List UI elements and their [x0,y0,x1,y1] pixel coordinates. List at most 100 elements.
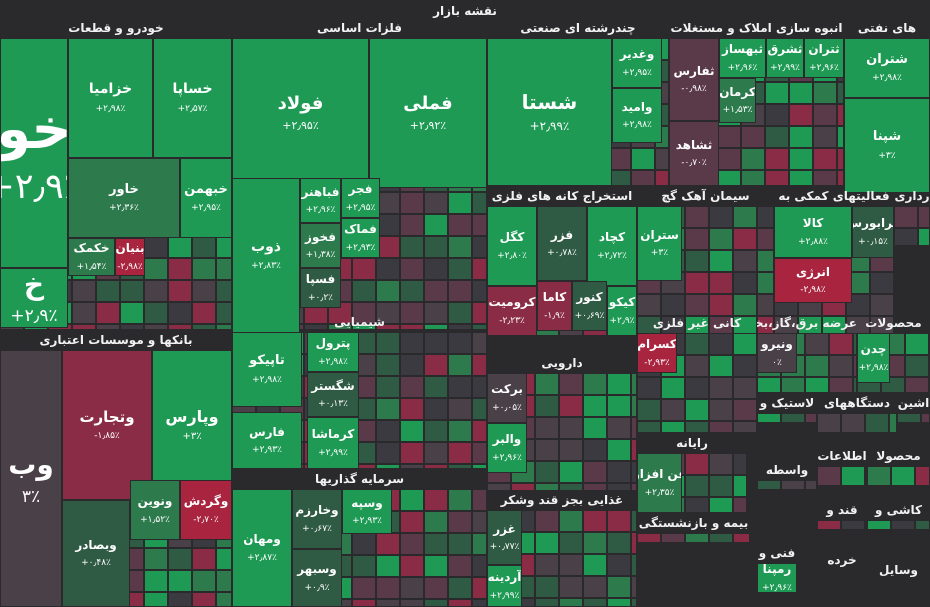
stock-tile[interactable]: کرماشا +۲٫۹۹٪ [307,417,359,469]
stock-tile[interactable]: وسبهر +۰٫۹٪ [292,549,342,607]
stock-tile[interactable]: پترول +۲٫۹۸٪ [307,332,359,372]
stock-tile[interactable]: ثشاهد -۰٫۷۰٪ [669,121,719,186]
sector[interactable]: بانکها و موسسات اعتباری وب ۳٪ وتجارت -۱٫۸۵٪ و… [0,330,232,607]
stock-tile[interactable]: ثبهساز +۲٫۹۶٪ [719,38,766,78]
filler-tile [448,442,472,464]
stock-tile[interactable]: خزامیا +۲٫۹۸٪ [68,38,153,158]
stock-tile[interactable]: انرژی -۲٫۹۸٪ [774,258,852,303]
stock-tile[interactable]: تاپیکو +۲٫۹۸٪ [232,332,302,407]
stock-tile[interactable]: وخارزم +۰٫۶۷٪ [292,489,342,549]
filler-tile [472,376,487,398]
sector[interactable]: کاشی و [867,500,930,530]
filler-tile [905,333,929,355]
stock-tile[interactable]: فزر +۰٫۷۸٪ [537,206,587,281]
stock-tile[interactable]: خ +۲٫۹٪ [0,268,68,328]
sector[interactable]: عرضه برق،گاز،بخار ونیرو ۰٪ [757,313,857,393]
stock-tile[interactable]: فسپا +۰٫۲٪ [300,268,341,308]
stock-tile[interactable]: خاور +۲٫۳۶٪ [68,158,180,238]
stock-tile[interactable]: رمپنا +۲٫۹۶٪ [757,563,797,593]
stock-tile[interactable]: وپارس +۳٪ [152,350,232,500]
sector[interactable]: فلزات اساسی فولاد +۲٫۹۵٪ فملی +۲٫۹۲٪ ذوب +۲٫۸۳… [232,18,487,333]
stock-tile[interactable]: فولاد +۲٫۹۵٪ [232,38,369,188]
stock-tile[interactable]: ثشرق +۲٫۹۹٪ [766,38,804,78]
sector[interactable]: دستگاههای [817,393,897,433]
stock-tile[interactable]: ذوب +۲٫۸۳٪ [232,178,300,333]
stock-tile[interactable]: کچاد +۲٫۷۲٪ [587,206,637,286]
stock-name: کرمان [719,84,756,99]
stock-tile[interactable]: وگردش -۲٫۷۰٪ [180,480,232,540]
stock-tile[interactable]: فماک +۲٫۹۳٪ [341,218,380,258]
stock-tile[interactable]: وغدیر +۲٫۹۵٪ [612,38,662,88]
stock-tile[interactable]: فباهنر +۲٫۹۶٪ [300,178,341,223]
stock-tile[interactable]: برکت +۰٫۰۵٪ [487,373,527,423]
stock-tile[interactable]: شپنا +۳٪ [844,98,930,193]
stock-tile[interactable]: کرومیت -۲٫۲۳٪ [487,286,537,336]
sector[interactable]: بیمه و بازنشستگی [637,513,750,543]
stock-tile[interactable]: ثتران +۲٫۹۶٪ [804,38,844,78]
sector[interactable]: انبوه سازی املاک و مستغلات ثفارس -۰٫۹۸٪ ثبه… [669,18,844,186]
stock-tile[interactable]: آردینه +۲٫۹۹٪ [487,565,522,607]
filler-tile [685,333,709,355]
sector[interactable]: محصولا [867,446,930,486]
stock-tile[interactable]: وبصادر +۰٫۴۸٪ [62,500,130,607]
sector[interactable]: محصولات چدن +۲٫۹۸٪ [857,313,930,393]
stock-tile[interactable]: والبر +۲٫۹۶٪ [487,423,527,473]
sector[interactable]: کانی غیر فلزی کسرام -۲٫۹۳٪ [637,313,757,433]
filler-tile [120,324,144,330]
stock-tile[interactable]: فرابورس +۰٫۱۵٪ [852,206,894,258]
stock-tile[interactable]: بنیان -۲٫۹۸٪ [115,238,145,276]
stock-tile[interactable]: وب ۳٪ [0,350,62,607]
stock-tile[interactable]: شگستر +۰٫۱۳٪ [307,372,359,417]
stock-tile[interactable]: کاما -۱٫۹٪ [537,281,572,331]
sector[interactable]: خرده [817,550,867,570]
stock-tile[interactable]: خکمک +۱٫۵۴٪ [68,238,115,276]
stock-tile[interactable]: کسرام -۲٫۹۳٪ [637,333,677,373]
sector[interactable]: چندرشته ای صنعتی شستا +۲٫۹۹٪ وغدیر +۲٫۹۵٪ وام… [487,18,669,186]
sector[interactable]: غذایی بجز قند وشکر غزر +۰٫۷۷٪ آردینه +۲٫۹۹٪ [487,490,637,607]
filler-tile [448,489,472,511]
stock-tile[interactable]: ونوین +۱٫۵۲٪ [130,480,180,540]
stock-tile[interactable]: خساپا +۲٫۵۷٪ [153,38,232,158]
sector[interactable]: های نفتی شتران +۲٫۹۸٪ شپنا +۳٪ [844,18,930,193]
stock-tile[interactable]: کگل +۲٫۸۰٪ [487,206,537,286]
stock-tile[interactable]: کرمان +۱٫۵۳٪ [719,78,756,123]
sector[interactable]: وسایل [867,560,930,580]
stock-tile[interactable]: کالا +۲٫۸۸٪ [774,206,852,258]
sector[interactable]: شیمیایی تاپیکو +۲٫۹۸٪ پترول +۲٫۹۸٪ شگستر +۰٫۱۳… [232,312,487,469]
sector[interactable]: اطلاعات [817,446,867,486]
stock-tile[interactable]: شتران +۲٫۹۸٪ [844,38,930,98]
stock-tile[interactable]: فجر +۲٫۹۵٪ [341,178,380,218]
stock-tile[interactable]: چدن +۲٫۹۸٪ [857,333,890,383]
stock-tile[interactable]: وسپه +۲٫۹۳٪ [342,489,392,534]
sector[interactable]: استخراج کانه های فلزی کگل +۲٫۸۰٪ فزر +۰٫۷۸٪ ک… [487,186,637,336]
sector[interactable]: فنی و رمپنا +۲٫۹۶٪ [757,543,797,593]
stock-tile[interactable]: فارس +۲٫۹۳٪ [232,412,302,469]
stock-tile[interactable]: ومهان +۲٫۸۷٪ [232,489,292,607]
stock-tile[interactable]: ثفارس -۰٫۹۸٪ [669,38,719,121]
stock-tile[interactable]: فملی +۲٫۹۲٪ [369,38,487,188]
stock-change: +۲٫۹۸٪ [858,362,889,373]
sector[interactable]: اشین [897,393,930,423]
stock-tile[interactable]: کیکو +۲٫۹٪ [607,286,637,336]
sector[interactable]: رداری [894,186,930,246]
stock-tile[interactable]: وامید +۲٫۹۸٪ [612,88,662,143]
sector[interactable]: سرمایه گذاریها ومهان +۲٫۸۷٪ وخارزم +۰٫۶۷٪ وسپ… [232,469,487,607]
sector[interactable]: سیمان آهک گچ ستران +۳٪ [637,186,774,336]
stock-tile[interactable]: وتجارت -۱٫۸۵٪ [62,350,152,500]
stock-tile[interactable]: ونیرو ۰٪ [757,333,797,373]
stock-tile[interactable]: فن افزار +۲٫۳۵٪ [637,453,682,513]
sector[interactable]: قند و [817,500,867,530]
stock-tile[interactable]: خبهمن +۲٫۹۵٪ [180,158,232,238]
filler-tile [472,332,487,354]
sector[interactable]: دارویی برکت +۰٫۰۵٪ والبر +۲٫۹۶٪ [487,353,637,491]
sector[interactable]: خودرو و قطعاتخو+۲٫۹٪خ+۲٫۹٪خزامیا+۲٫۹۸٪خس… [0,18,232,330]
stock-tile[interactable]: غزر +۰٫۷۷٪ [487,510,522,565]
stock-tile[interactable]: فخوز +۱٫۳۸٪ [300,223,341,268]
sector[interactable]: لاستیک و [757,393,817,423]
stock-tile[interactable]: خو+۲٫۹٪ [0,38,68,268]
stock-tile[interactable]: کنور +۰٫۶۹٪ [572,281,607,331]
sector[interactable]: واسطه [757,460,817,490]
sector[interactable]: رایانه فن افزار +۲٫۳۵٪ [637,433,747,513]
stock-tile[interactable]: ستران +۳٪ [637,206,682,281]
stock-tile[interactable]: شستا +۲٫۹۹٪ [487,38,612,186]
